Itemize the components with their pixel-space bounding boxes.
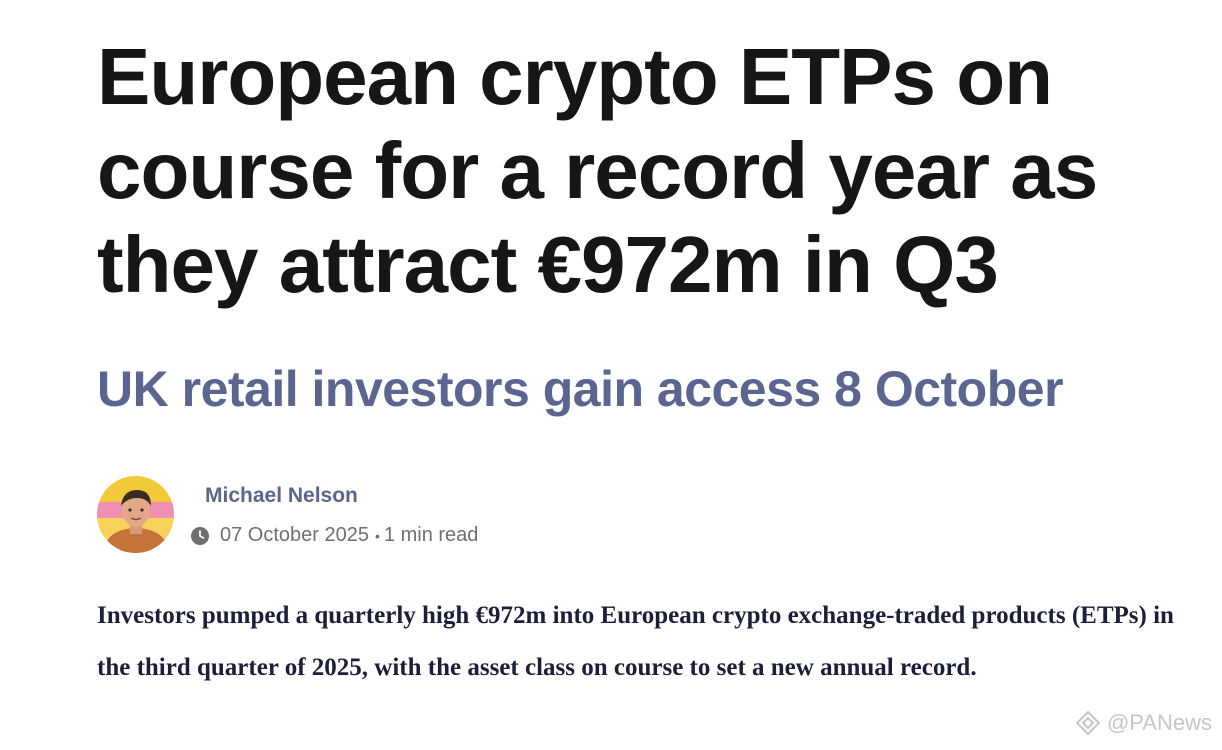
author-name-link[interactable]: Michael Nelson [205, 484, 358, 507]
article-subheadline: UK retail investors gain access 8 Octobe… [97, 361, 1064, 417]
author-avatar[interactable] [97, 476, 174, 553]
meta-separator: • [375, 527, 380, 544]
clock-icon [190, 526, 210, 546]
article-lede: Investors pumped a quarterly high €972m … [97, 602, 1174, 681]
read-time: 1 min read [383, 524, 479, 546]
article-headline: European crypto ETPs on course for a rec… [97, 32, 1098, 309]
avatar-image [97, 476, 174, 553]
watermark-text: @PANews [1106, 710, 1212, 735]
article-meta: 07 October 2025 • 1 min read [190, 524, 478, 547]
publish-date: 07 October 2025 [220, 524, 369, 546]
panews-logo-icon [1075, 710, 1101, 736]
watermark: @PANews [1075, 710, 1212, 736]
byline: Michael Nelson 07 October 2025 • 1 min r… [97, 476, 797, 556]
